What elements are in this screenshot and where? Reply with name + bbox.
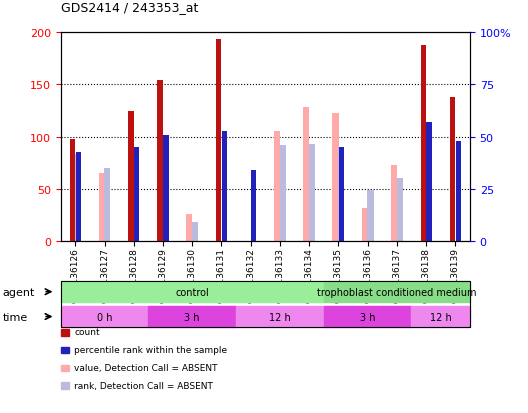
Text: trophoblast conditioned medium: trophoblast conditioned medium	[317, 287, 477, 297]
Text: rank, Detection Call = ABSENT: rank, Detection Call = ABSENT	[74, 381, 213, 390]
Bar	[163, 135, 168, 242]
Bar	[76, 153, 81, 242]
Text: 12 h: 12 h	[430, 312, 451, 322]
Bar	[105, 169, 110, 242]
Bar	[421, 45, 426, 242]
Bar	[216, 40, 221, 242]
Text: value, Detection Call = ABSENT: value, Detection Call = ABSENT	[74, 363, 218, 372]
Bar	[338, 148, 344, 242]
Bar	[456, 142, 461, 242]
Text: 3 h: 3 h	[184, 312, 200, 322]
Text: 0 h: 0 h	[97, 312, 112, 322]
Text: control: control	[175, 287, 209, 297]
Bar	[333, 113, 338, 242]
Bar	[251, 171, 256, 242]
Bar	[70, 140, 75, 242]
Bar	[280, 146, 286, 242]
Text: time: time	[3, 312, 28, 322]
Text: agent: agent	[3, 287, 35, 297]
Bar	[192, 223, 198, 242]
Bar	[367, 190, 373, 242]
Text: GDS2414 / 243353_at: GDS2414 / 243353_at	[61, 2, 198, 14]
Bar	[362, 208, 367, 242]
Text: 12 h: 12 h	[269, 312, 291, 322]
Bar	[303, 108, 309, 242]
Bar	[134, 148, 139, 242]
Bar	[426, 123, 431, 242]
Bar	[309, 145, 315, 242]
Bar	[391, 166, 397, 242]
Bar	[157, 81, 163, 242]
Text: percentile rank within the sample: percentile rank within the sample	[74, 345, 228, 354]
Bar	[338, 148, 344, 242]
Bar	[186, 214, 192, 242]
Bar	[128, 111, 134, 242]
Bar	[397, 179, 403, 242]
Bar	[450, 98, 455, 242]
Bar	[99, 174, 105, 242]
Bar	[75, 155, 81, 242]
Text: 3 h: 3 h	[360, 312, 375, 322]
Text: count: count	[74, 328, 100, 337]
Bar	[222, 132, 227, 242]
Bar	[274, 132, 280, 242]
